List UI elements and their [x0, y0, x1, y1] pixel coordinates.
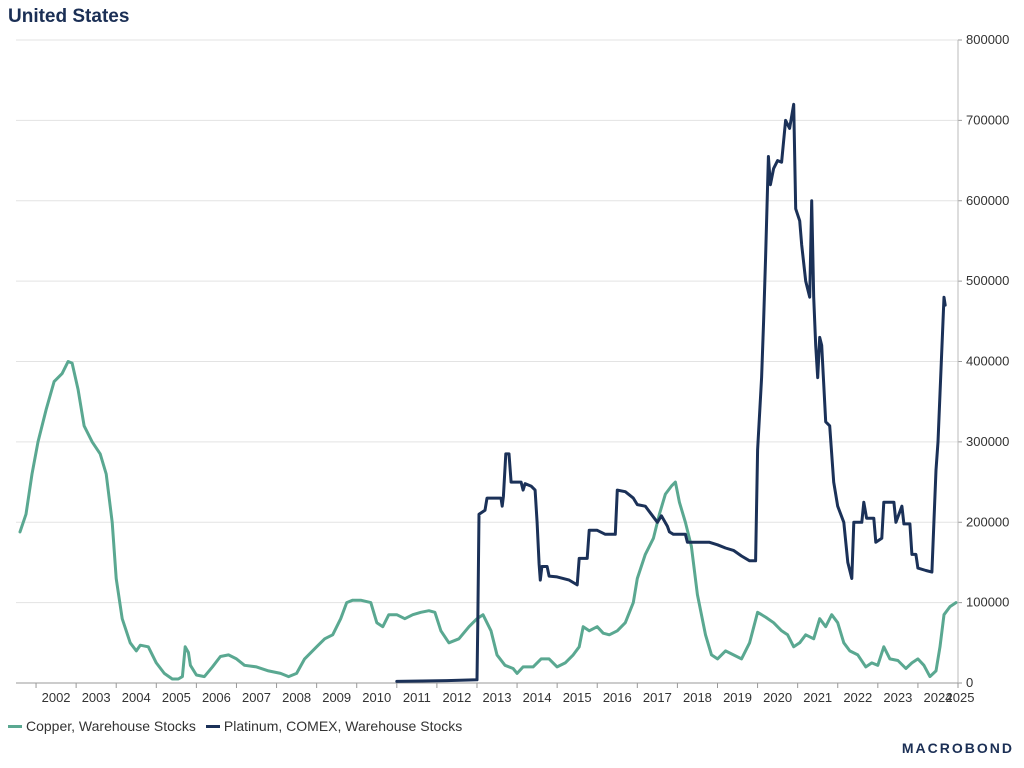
x-tick-label: 2007 [242, 690, 271, 705]
x-tick-label: 2020 [763, 690, 792, 705]
x-tick-label: 2022 [843, 690, 872, 705]
x-axis: 2002 2003 2004 2005 2006 2007 2008 2009 2010 2011… [16, 682, 975, 705]
legend-swatch-platinum [205, 724, 220, 728]
legend-label-copper: Copper, Warehouse Stocks [26, 718, 196, 734]
x-tick-label: 2016 [603, 690, 632, 705]
chart-title: United States [8, 6, 130, 27]
y-tick-label: 100000 [966, 595, 1009, 610]
chart-legend: Copper, Warehouse Stocks Platinum, COMEX… [8, 718, 462, 734]
x-tick-label: 2021 [803, 690, 832, 705]
x-tick-label: 2018 [683, 690, 712, 705]
legend-item-copper[interactable]: Copper, Warehouse Stocks [8, 718, 196, 734]
x-tick-label: 2002 [42, 690, 71, 705]
x-tick-label: 2015 [563, 690, 592, 705]
x-tick-label: 2009 [322, 690, 351, 705]
y-tick-label: 0 [966, 675, 973, 690]
x-tick-label: 2019 [723, 690, 752, 705]
x-tick-label: 2024 [923, 690, 952, 705]
x-tick-label: 2017 [643, 690, 672, 705]
y-tick-label: 300000 [966, 434, 1009, 449]
y-tick-label: 400000 [966, 354, 1009, 369]
y-tick-label: 800000 [966, 32, 1009, 47]
x-tick-label: 2011 [403, 690, 431, 705]
y-tick-label: 500000 [966, 273, 1009, 288]
y-tick-label: 600000 [966, 193, 1009, 208]
legend-label-platinum: Platinum, COMEX, Warehouse Stocks [223, 718, 463, 734]
y-tick-label: 700000 [966, 112, 1009, 127]
x-tick-label: 2004 [122, 690, 151, 705]
legend-item-platinum[interactable]: Platinum, COMEX, Warehouse Stocks [205, 718, 463, 734]
x-tick-label: 2025 [946, 690, 975, 705]
x-tick-label: 2010 [362, 690, 391, 705]
x-tick-label: 2012 [442, 690, 471, 705]
x-tick-label: 2013 [483, 690, 512, 705]
x-tick-label: 2023 [883, 690, 912, 705]
x-tick-label: 2006 [202, 690, 231, 705]
y-tick-label: 200000 [966, 514, 1009, 529]
x-tick-label: 2005 [162, 690, 191, 705]
y-axis: 0 100000 200000 300000 400000 500000 600000 700… [957, 32, 1009, 690]
x-tick-label: 2014 [523, 690, 552, 705]
series-line-platinum [395, 102, 947, 683]
series-layer [18, 102, 958, 683]
x-tick-label: 2003 [82, 690, 111, 705]
legend-swatch-copper [8, 724, 22, 728]
macrobond-logo: MACROBOND [901, 740, 1014, 756]
x-tick-label: 2008 [282, 690, 311, 705]
series-line-copper [18, 360, 958, 681]
